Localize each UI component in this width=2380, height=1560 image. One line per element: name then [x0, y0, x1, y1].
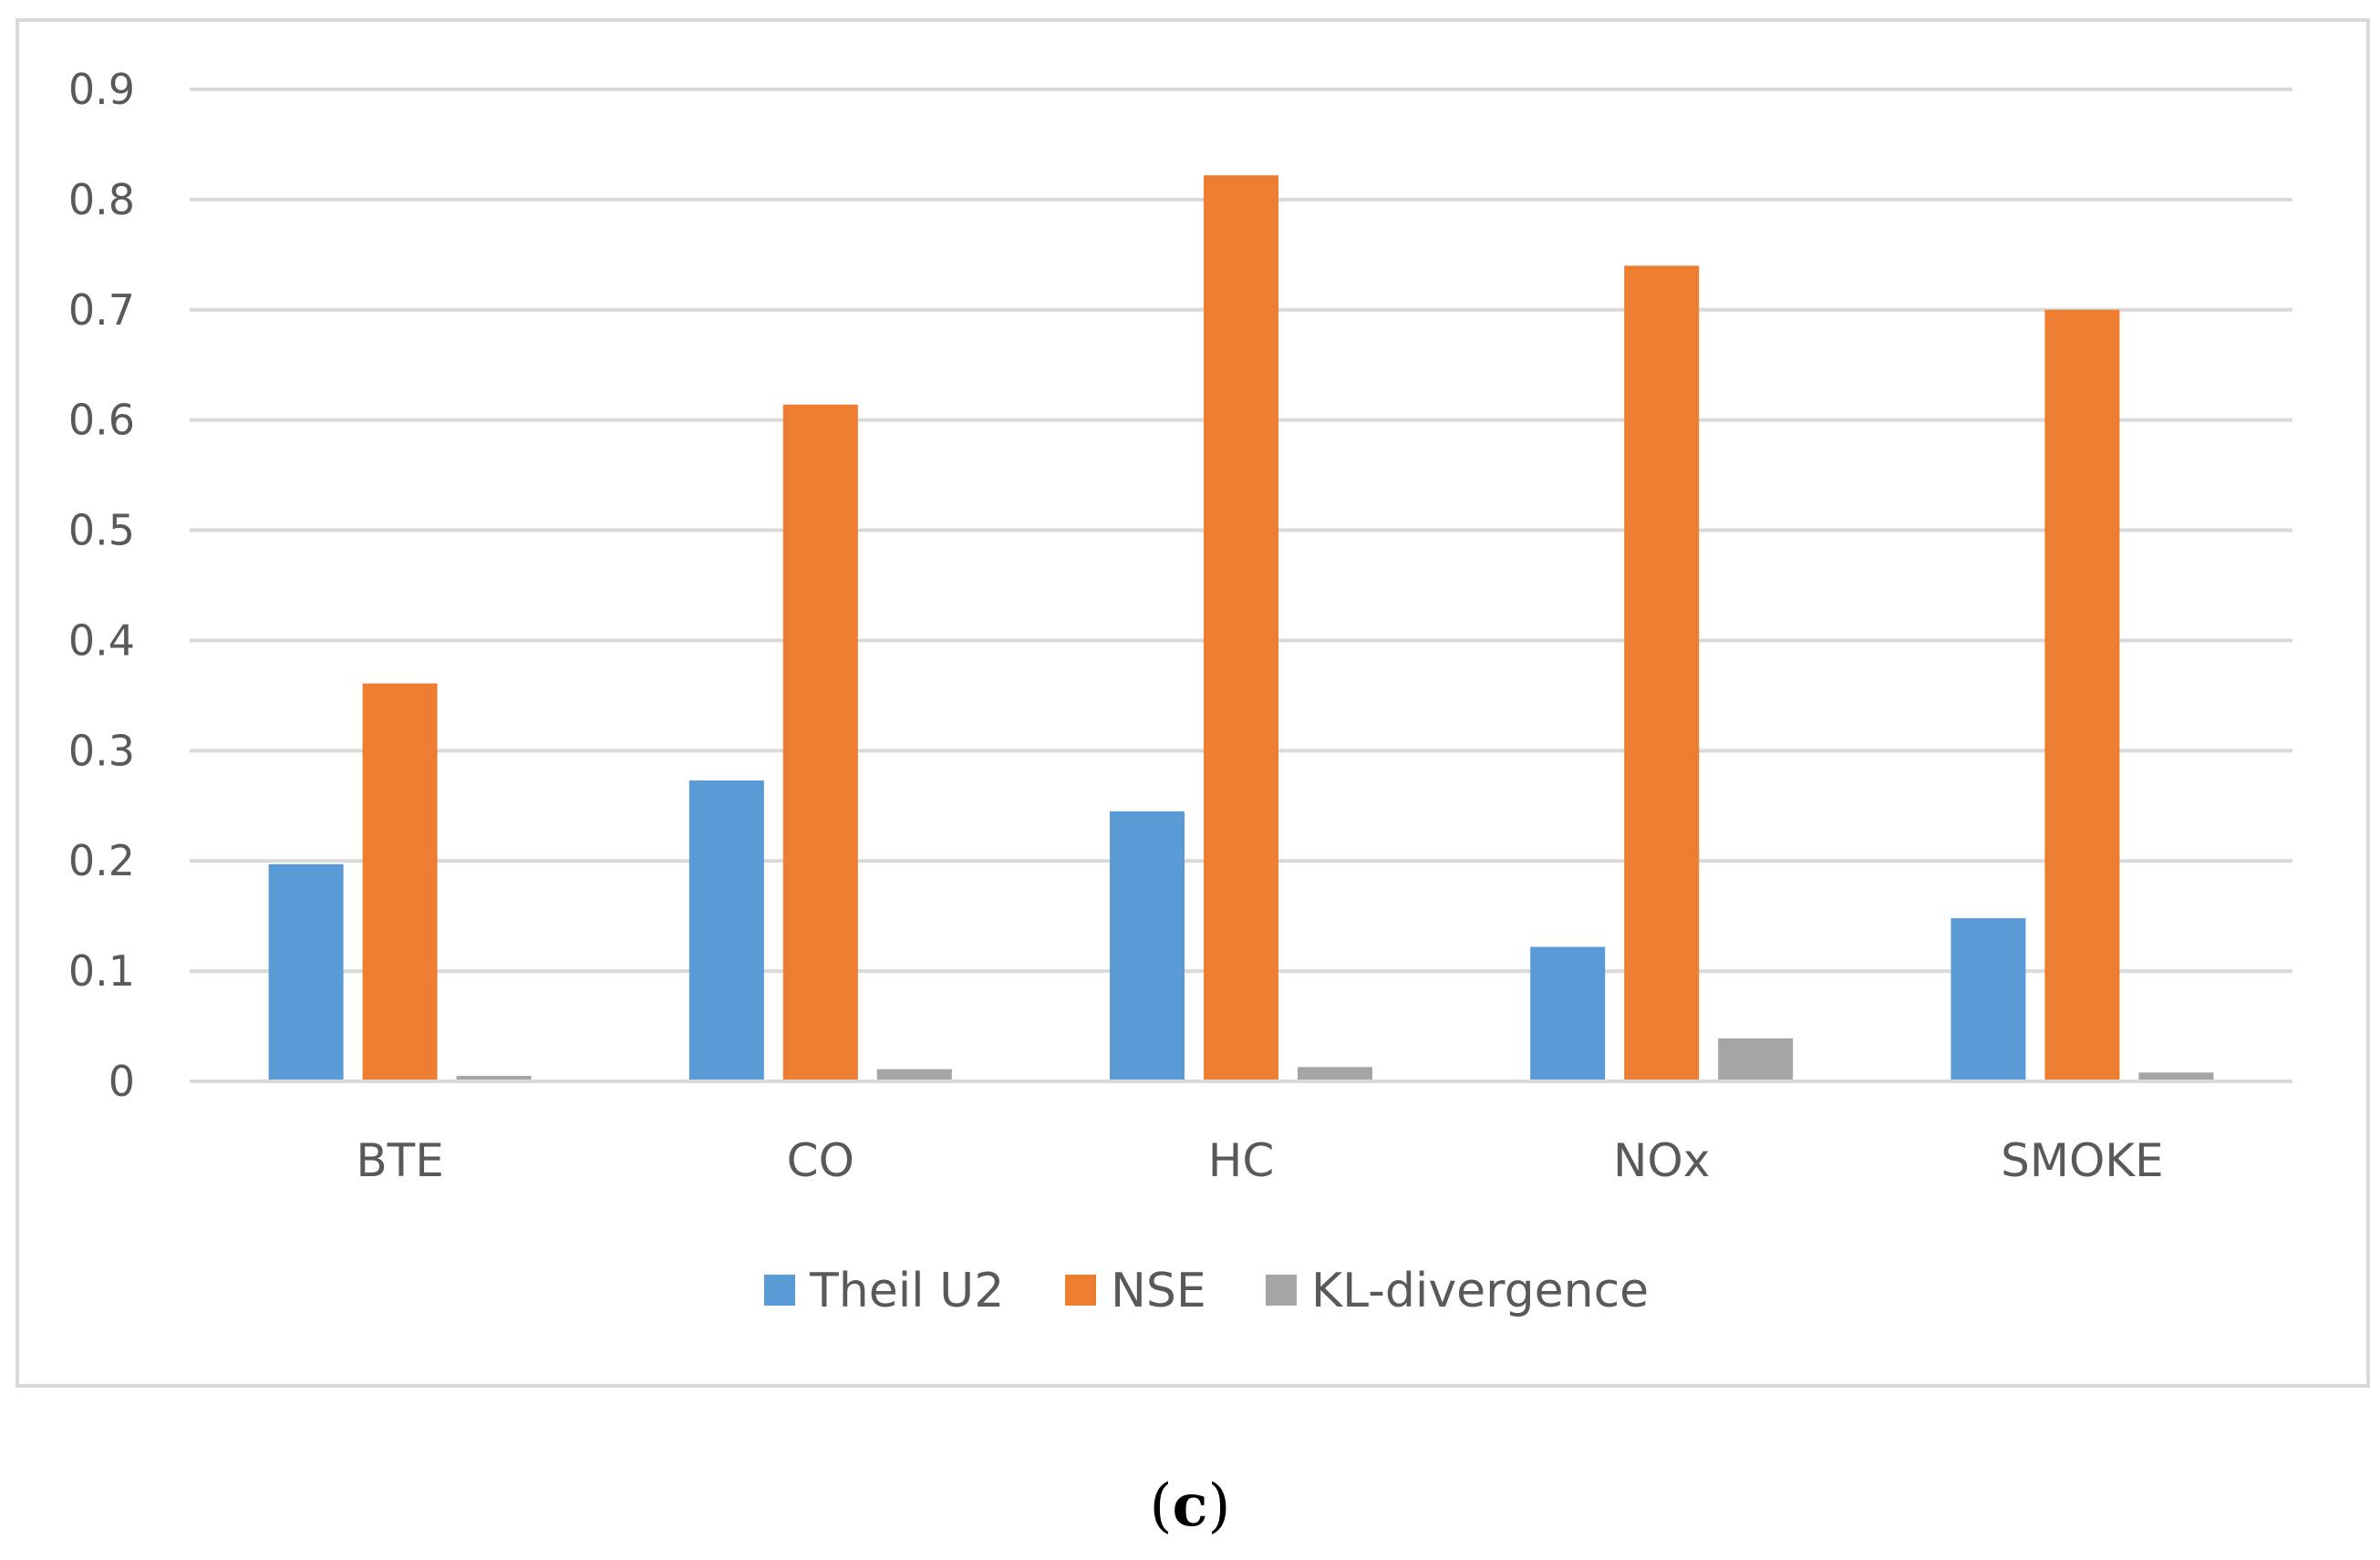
x-axis-categories: BTE CO HC NOx SMOKE — [356, 1134, 2163, 1187]
bar-kl-divergence-bte — [456, 1075, 532, 1081]
y-tick-label: 0.6 — [68, 396, 135, 445]
y-tick-label: 0.1 — [68, 946, 135, 996]
bar-nse-hc — [1204, 175, 1278, 1081]
caption-letter: c — [1173, 1472, 1208, 1540]
bars — [268, 175, 2214, 1082]
bar-theil-u2-hc — [1110, 811, 1185, 1081]
x-tick-label: SMOKE — [2001, 1134, 2164, 1187]
bar-kl-divergence-nox — [1718, 1038, 1794, 1081]
bar-theil-u2-bte — [268, 863, 344, 1081]
bar-nse-co — [782, 404, 858, 1082]
caption-close-paren: ) — [1207, 1472, 1230, 1540]
x-tick-label: BTE — [356, 1134, 443, 1187]
bar-kl-divergence-hc — [1298, 1067, 1372, 1081]
y-tick-label: 0.9 — [68, 65, 135, 114]
y-tick-label: 0.2 — [68, 836, 135, 885]
bar-kl-divergence-co — [876, 1069, 952, 1081]
bar-kl-divergence-smoke — [2138, 1072, 2214, 1081]
bar-nse-nox — [1624, 265, 1700, 1081]
legend-swatch — [1266, 1275, 1297, 1306]
bar-nse-smoke — [2044, 309, 2120, 1081]
y-tick-label: 0.5 — [68, 506, 135, 555]
legend-swatch — [764, 1275, 795, 1306]
legend: Theil U2 NSE KL-divergence — [764, 1264, 1649, 1318]
bar-nse-bte — [362, 683, 438, 1081]
bar-theil-u2-nox — [1530, 946, 1606, 1081]
x-tick-label: HC — [1208, 1134, 1275, 1187]
y-axis-ticks: 0 0.1 0.2 0.3 0.4 0.5 0.6 0.7 0.8 0.9 — [68, 65, 135, 1106]
y-tick-label: 0 — [109, 1057, 135, 1106]
legend-label: Theil U2 — [809, 1264, 1004, 1318]
caption-open-paren: ( — [1150, 1472, 1173, 1540]
legend-label: NSE — [1111, 1264, 1206, 1318]
bar-theil-u2-smoke — [1951, 918, 2026, 1081]
x-tick-label: NOx — [1613, 1134, 1710, 1187]
y-tick-label: 0.8 — [68, 175, 135, 224]
legend-label: KL-divergence — [1311, 1264, 1649, 1318]
legend-swatch — [1065, 1275, 1096, 1306]
figure-caption: (c) — [1150, 1472, 1231, 1540]
y-tick-label: 0.3 — [68, 726, 135, 775]
bar-theil-u2-co — [688, 780, 764, 1081]
y-tick-label: 0.7 — [68, 285, 135, 335]
x-tick-label: CO — [787, 1134, 854, 1187]
y-tick-label: 0.4 — [68, 615, 135, 665]
